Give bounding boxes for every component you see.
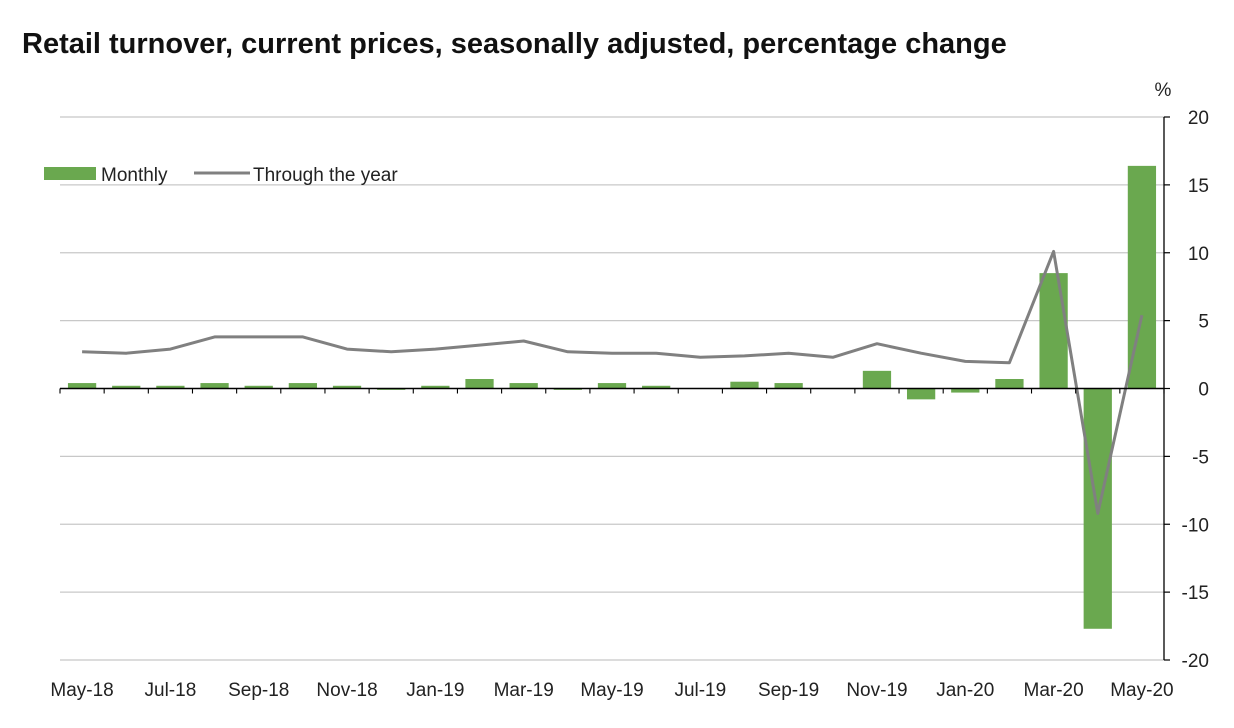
bar-nov-18: [332, 385, 362, 389]
bar-jun-18: [112, 385, 141, 389]
bar-oct-18: [288, 383, 318, 389]
bar-jan-19: [421, 385, 450, 389]
y-tick-label: -5: [1192, 447, 1209, 468]
y-tick-label: 5: [1198, 312, 1209, 333]
y-tick-label: 0: [1198, 380, 1209, 401]
x-tick-label: May-19: [580, 680, 643, 701]
bar-jul-18: [156, 385, 185, 389]
legend-label-through-the-year: Through the year: [253, 165, 398, 186]
bar-may-19: [597, 383, 627, 389]
x-tick-label: May-20: [1110, 680, 1173, 701]
x-tick-label: Sep-18: [228, 680, 289, 701]
bar-jan-20: [951, 388, 980, 393]
x-tick-label: Jan-20: [936, 680, 994, 701]
x-tick-label: Jan-19: [406, 680, 464, 701]
bar-mar-20: [1039, 273, 1068, 389]
x-tick-label: Jul-19: [674, 680, 726, 701]
legend-swatch-monthly: [44, 167, 96, 180]
bar-sep-19: [774, 383, 803, 389]
x-tick-label: Mar-19: [494, 680, 554, 701]
x-tick-label: Jul-18: [145, 680, 197, 701]
y-tick-label: 10: [1188, 244, 1209, 265]
bar-dec-19: [906, 388, 936, 400]
bar-aug-18: [200, 383, 229, 389]
y-tick-label: -15: [1182, 583, 1209, 604]
y-tick-label: 15: [1188, 176, 1209, 197]
bar-feb-20: [995, 378, 1024, 389]
y-tick-label: 20: [1188, 108, 1209, 129]
bar-jun-19: [642, 385, 671, 389]
x-tick-label: Nov-19: [846, 680, 907, 701]
y-tick-label: -10: [1182, 515, 1209, 536]
y-axis-unit-label: %: [1155, 80, 1172, 101]
legend-label-monthly: Monthly: [101, 165, 168, 186]
x-tick-label: Nov-18: [316, 680, 377, 701]
y-tick-label: -20: [1182, 651, 1209, 672]
bar-aug-19: [730, 381, 759, 389]
chart-title: Retail turnover, current prices, seasona…: [22, 28, 1007, 60]
bar-feb-19: [465, 378, 494, 389]
x-tick-label: Sep-19: [758, 680, 819, 701]
bar-nov-19: [862, 370, 892, 389]
bar-may-18: [67, 383, 97, 389]
bar-sep-18: [244, 385, 273, 389]
x-tick-label: May-18: [50, 680, 113, 701]
line-through-the-year: [82, 249, 1144, 515]
x-tick-label: Mar-20: [1024, 680, 1084, 701]
bar-mar-19: [509, 383, 538, 389]
